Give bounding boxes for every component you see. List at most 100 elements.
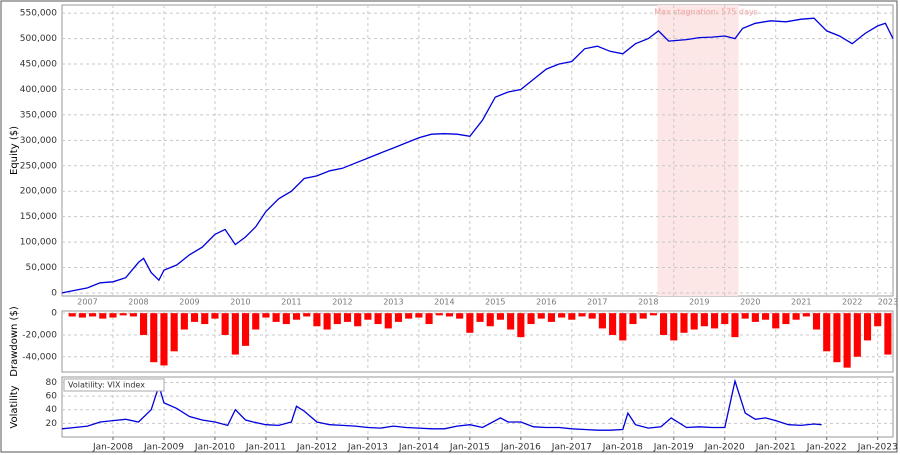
drawdown-bar <box>741 313 749 319</box>
drawdown-bar <box>517 313 525 338</box>
drawdown-bar <box>445 313 454 317</box>
series-line <box>61 378 822 431</box>
drawdown-bar <box>78 313 86 318</box>
drawdown-bar <box>364 313 372 320</box>
drawdown-bar <box>527 313 535 325</box>
y-tick-label: 500,000 <box>20 34 57 44</box>
drawdown-bar <box>598 313 606 329</box>
drawdown-bar <box>231 313 239 355</box>
drawdown-bar <box>333 313 341 325</box>
x-tick-label: 2018 <box>638 298 658 307</box>
x-tick-label: 2023 <box>878 298 898 307</box>
x-tick-label: Jan-2010 <box>194 443 235 453</box>
drawdown-bar <box>629 313 637 325</box>
annotation: Max stagnation: 575 days <box>654 8 758 17</box>
drawdown-bar <box>558 313 566 318</box>
drawdown-bar <box>761 313 770 320</box>
x-tick-label: Jan-2011 <box>245 443 286 453</box>
x-tick-label: 2022 <box>842 298 862 307</box>
x-tick-label: 2013 <box>383 298 403 307</box>
drawdown-bar <box>578 313 586 317</box>
drawdown-bar <box>282 313 290 325</box>
drawdown-bar <box>670 313 678 341</box>
x-tick-label: Jan-2021 <box>755 443 796 453</box>
x-tick-label: 2007 <box>77 298 97 307</box>
drawdown-bar <box>792 313 800 320</box>
y-tick-label: 200,000 <box>20 187 57 197</box>
x-tick-label: Jan-2016 <box>500 443 541 453</box>
drawdown-bar <box>68 313 76 317</box>
drawdown-bar <box>639 313 647 319</box>
drawdown-bar <box>619 313 627 341</box>
drawdown-bar <box>292 313 301 320</box>
x-tick-label: 2011 <box>281 298 301 307</box>
plot-area <box>61 376 894 438</box>
drawdown-bar <box>660 313 668 335</box>
drawdown-bar <box>343 313 352 322</box>
drawdown-bar <box>843 313 851 368</box>
drawdown-bar <box>680 313 688 333</box>
x-tick-label: 2014 <box>434 298 454 307</box>
drawdown-bar <box>99 313 107 319</box>
drawdown-bar <box>272 313 280 322</box>
drawdown-bar <box>802 313 810 317</box>
stagnation-region <box>657 5 739 296</box>
x-tick-label: Jan-2012 <box>296 443 337 453</box>
drawdown-bar <box>588 313 596 319</box>
x-tick-label: Jan-2023 <box>857 443 898 453</box>
y-tick-label: 80 <box>46 378 58 388</box>
drawdown-bar <box>853 313 861 357</box>
x-tick-label: 2012 <box>332 298 352 307</box>
drawdown-bar <box>140 313 148 335</box>
drawdown-bar <box>405 313 413 319</box>
drawdown-bar <box>160 313 168 366</box>
drawdown-bar <box>476 313 484 322</box>
y-tick-label: 300,000 <box>20 136 57 146</box>
drawdown-bar <box>262 313 270 318</box>
x-tick-label: Jan-2009 <box>143 443 184 453</box>
drawdown-bar <box>119 313 127 316</box>
drawdown-bar <box>323 313 331 330</box>
drawdown-bar <box>170 313 178 352</box>
drawdown-bar <box>211 313 219 319</box>
plot-area <box>61 4 894 297</box>
drawdown-bar <box>354 313 362 327</box>
drawdown-bar <box>129 313 137 317</box>
drawdown-bar <box>812 313 821 330</box>
x-tick-label: Jan-2018 <box>602 443 643 453</box>
drawdown-bar <box>823 313 831 352</box>
y-tick-label: -40,000 <box>22 352 57 362</box>
x-tick-label: 2019 <box>689 298 709 307</box>
drawdown-bar <box>190 313 199 322</box>
y-tick-label: 550,000 <box>20 9 57 19</box>
drawdown-bar <box>547 313 555 322</box>
x-tick-label: Jan-2014 <box>398 443 439 453</box>
drawdown-bar <box>496 313 505 320</box>
drawdown-bar <box>415 313 423 318</box>
drawdown-bar <box>772 313 780 329</box>
drawdown-bar <box>751 313 759 322</box>
y-axis-title: Equity ($) <box>9 126 20 175</box>
drawdown-bar <box>833 313 841 363</box>
y-axis-title: Volatility <box>9 385 20 428</box>
drawdown-bar <box>456 313 464 319</box>
drawdown-bar <box>690 313 698 330</box>
x-tick-label: Jan-2019 <box>653 443 694 453</box>
drawdown-bar <box>89 313 97 317</box>
drawdown-bar <box>609 313 617 335</box>
x-tick-label: Jan-2008 <box>92 443 133 453</box>
x-tick-label: 2008 <box>128 298 148 307</box>
drawdown-bar <box>710 313 719 329</box>
x-tick-label: Jan-2015 <box>449 443 490 453</box>
drawdown-bar <box>201 313 209 325</box>
drawdown-bar <box>700 313 708 327</box>
legend-label: Volatility: VIX index <box>68 381 145 390</box>
drawdown-bar <box>303 313 311 317</box>
x-tick-label: 2015 <box>485 298 505 307</box>
x-tick-label: Jan-2013 <box>347 443 388 453</box>
y-tick-label: 60 <box>46 392 58 402</box>
drawdown-bar <box>537 313 545 319</box>
x-tick-label: 2016 <box>536 298 556 307</box>
drawdown-bar <box>863 313 872 341</box>
